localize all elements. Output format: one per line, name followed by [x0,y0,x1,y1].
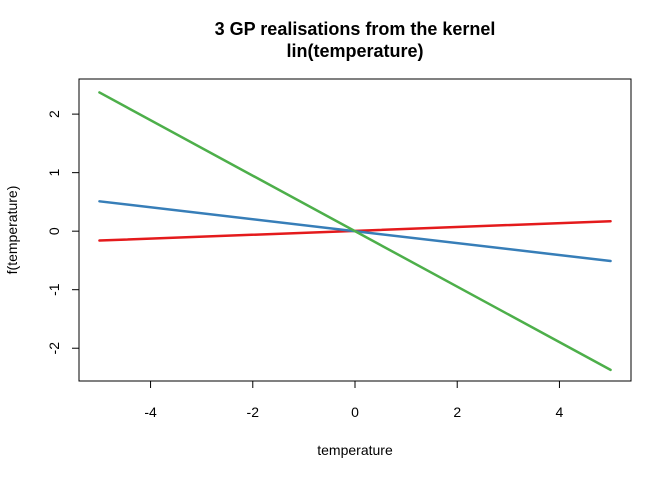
x-tick-label: 2 [453,404,461,420]
chart-title-line-2: lin(temperature) [286,41,423,61]
chart-title-line-1: 3 GP realisations from the kernel [215,19,496,39]
x-tick-label: 0 [351,404,359,420]
y-tick-label: 1 [46,169,62,177]
y-axis-label: f(temperature) [4,186,20,275]
y-tick-label: 0 [46,227,62,235]
x-axis: -4 -2 0 2 4 [144,380,564,420]
y-axis: -2 -1 0 1 2 [46,110,80,355]
x-tick-label: -2 [247,404,260,420]
x-axis-label: temperature [317,442,393,458]
series-layer [98,91,612,372]
y-tick-label: -1 [46,283,62,296]
y-tick-label: -2 [46,342,62,355]
series-line-3 [98,91,612,372]
y-tick-label: 2 [46,110,62,118]
x-tick-label: 4 [556,404,564,420]
x-tick-label: -4 [144,404,157,420]
